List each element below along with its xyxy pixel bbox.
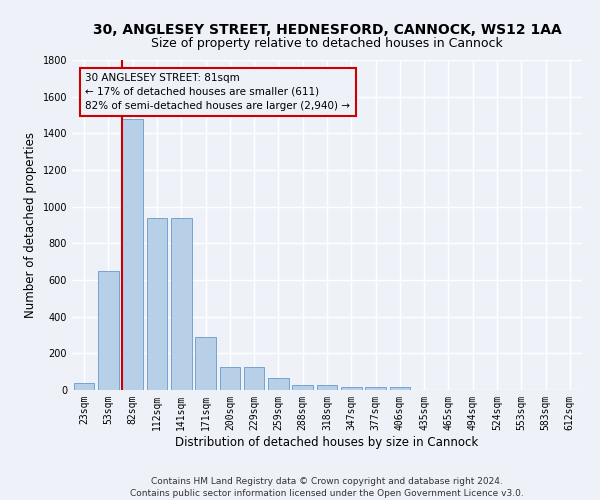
Bar: [341, 387, 362, 390]
Bar: [98, 271, 119, 390]
Bar: [220, 367, 240, 390]
Text: 30 ANGLESEY STREET: 81sqm
← 17% of detached houses are smaller (611)
82% of semi: 30 ANGLESEY STREET: 81sqm ← 17% of detac…: [85, 73, 350, 111]
Bar: [122, 118, 143, 390]
Text: Contains HM Land Registry data © Crown copyright and database right 2024.
Contai: Contains HM Land Registry data © Crown c…: [130, 476, 524, 498]
Bar: [195, 337, 216, 390]
Bar: [317, 386, 337, 390]
Bar: [74, 382, 94, 390]
Bar: [268, 378, 289, 390]
Bar: [389, 387, 410, 390]
Bar: [146, 218, 167, 390]
Bar: [365, 387, 386, 390]
Text: 30, ANGLESEY STREET, HEDNESFORD, CANNOCK, WS12 1AA: 30, ANGLESEY STREET, HEDNESFORD, CANNOCK…: [92, 22, 562, 36]
Bar: [244, 367, 265, 390]
Bar: [171, 218, 191, 390]
Y-axis label: Number of detached properties: Number of detached properties: [24, 132, 37, 318]
Text: Size of property relative to detached houses in Cannock: Size of property relative to detached ho…: [151, 38, 503, 51]
X-axis label: Distribution of detached houses by size in Cannock: Distribution of detached houses by size …: [175, 436, 479, 448]
Bar: [292, 386, 313, 390]
